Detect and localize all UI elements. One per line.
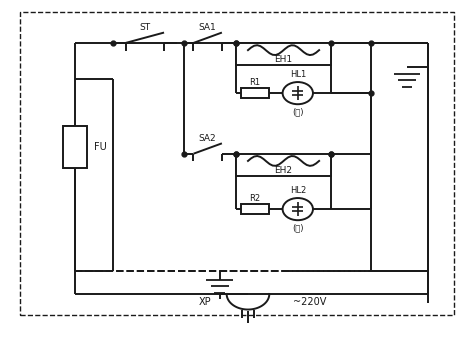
- Text: ST: ST: [139, 23, 150, 32]
- Text: XP: XP: [198, 297, 211, 307]
- Bar: [240, 204, 269, 214]
- Text: HL2: HL2: [289, 186, 305, 195]
- Text: (红): (红): [291, 107, 303, 116]
- Bar: [236, 43, 330, 66]
- Bar: [63, 126, 87, 168]
- Text: HL1: HL1: [289, 70, 305, 79]
- Text: FU: FU: [94, 142, 107, 152]
- Text: R2: R2: [249, 194, 260, 203]
- Text: (红): (红): [291, 223, 303, 232]
- Text: R1: R1: [249, 78, 260, 87]
- Text: SA2: SA2: [198, 134, 216, 143]
- Text: ~220V: ~220V: [292, 297, 326, 307]
- Bar: [240, 88, 269, 98]
- Bar: [20, 12, 453, 315]
- Bar: [236, 154, 330, 176]
- Text: SA1: SA1: [198, 23, 216, 32]
- Text: EH2: EH2: [274, 166, 292, 175]
- Text: EH1: EH1: [274, 55, 292, 64]
